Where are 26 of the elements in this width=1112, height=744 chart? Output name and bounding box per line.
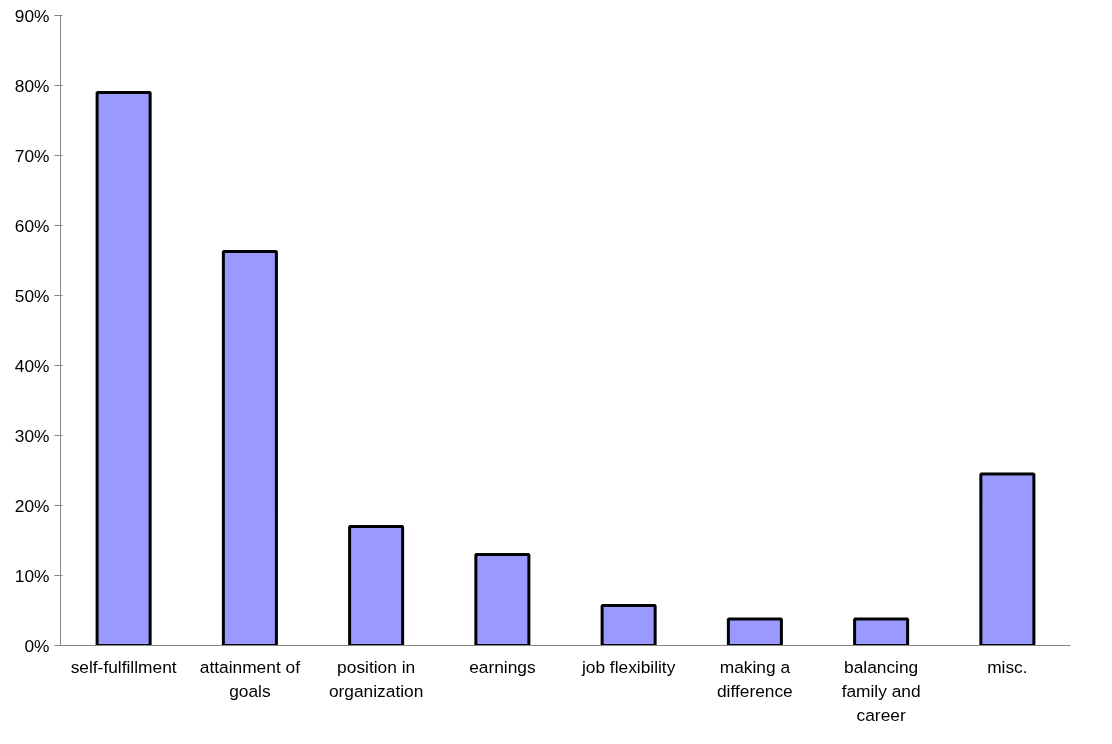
- bar: [979, 472, 1036, 646]
- x-tick-label: earnings: [469, 656, 536, 677]
- bar: [474, 553, 531, 646]
- x-tick-label: position in organization: [328, 656, 424, 701]
- bar: [221, 249, 278, 646]
- bar: [853, 617, 910, 646]
- x-tick-label: misc.: [987, 656, 1028, 677]
- y-tick-label: 90%: [14, 5, 50, 26]
- y-tick-label: 80%: [14, 75, 50, 96]
- y-tick-label: 50%: [14, 285, 50, 306]
- x-tick-label: balancing family and career: [841, 656, 921, 725]
- y-tick-label: 70%: [14, 145, 50, 166]
- y-tick-label: 10%: [14, 565, 50, 586]
- y-tick-label: 60%: [14, 215, 50, 236]
- x-tick-label: attainment of goals: [199, 656, 301, 701]
- bar: [726, 617, 783, 646]
- bar: [600, 604, 657, 646]
- y-tick-label: 40%: [14, 355, 50, 376]
- y-tick-label: 30%: [14, 425, 50, 446]
- bar: [348, 525, 405, 646]
- x-tick-label: self-fulfillment: [70, 656, 177, 677]
- x-tick-label: job flexibility: [580, 656, 676, 677]
- y-tick-label: 20%: [14, 495, 50, 516]
- x-tick-label: making a difference: [716, 656, 793, 701]
- y-tick-label: 0%: [24, 635, 50, 656]
- bar: [95, 91, 152, 646]
